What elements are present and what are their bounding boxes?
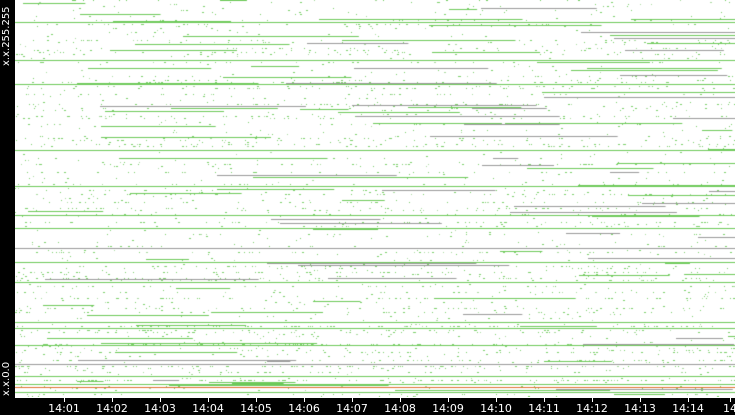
- x-tick-label: 14:08: [384, 402, 416, 415]
- x-tick-label: 14:04: [192, 402, 224, 415]
- x-tick: [640, 398, 641, 402]
- y-label-top: x.x.255.255: [1, 6, 12, 66]
- x-tick: [160, 398, 161, 402]
- x-tick-label: 14:10: [480, 402, 512, 415]
- x-tick-label: 14:12: [576, 402, 608, 415]
- x-tick: [256, 398, 257, 402]
- x-tick: [208, 398, 209, 402]
- x-tick-label: 14:13: [624, 402, 656, 415]
- x-tick-label: 14:06: [288, 402, 320, 415]
- x-tick: [112, 398, 113, 402]
- x-tick: [544, 398, 545, 402]
- x-tick: [64, 398, 65, 402]
- y-axis: x.x.255.255 x.x.0.0: [0, 0, 15, 397]
- x-tick-label: 14:11: [528, 402, 560, 415]
- x-tick: [592, 398, 593, 402]
- x-tick-label: 14: [723, 402, 735, 415]
- x-tick-label: 14:14: [672, 402, 704, 415]
- x-tick: [688, 398, 689, 402]
- x-tick-label: 14:09: [432, 402, 464, 415]
- x-tick: [496, 398, 497, 402]
- x-tick-label: 14:01: [48, 402, 80, 415]
- x-tick-label: 14:03: [144, 402, 176, 415]
- x-tick-label: 14:07: [336, 402, 368, 415]
- x-axis: [0, 397, 735, 415]
- x-axis-line: [15, 397, 735, 398]
- x-tick: [730, 398, 731, 402]
- plot-area[interactable]: [15, 0, 735, 397]
- y-label-bottom: x.x.0.0: [1, 361, 12, 396]
- x-tick: [400, 398, 401, 402]
- x-tick: [352, 398, 353, 402]
- x-tick-label: 14:05: [240, 402, 272, 415]
- x-tick: [304, 398, 305, 402]
- x-tick-label: 14:02: [96, 402, 128, 415]
- x-tick: [448, 398, 449, 402]
